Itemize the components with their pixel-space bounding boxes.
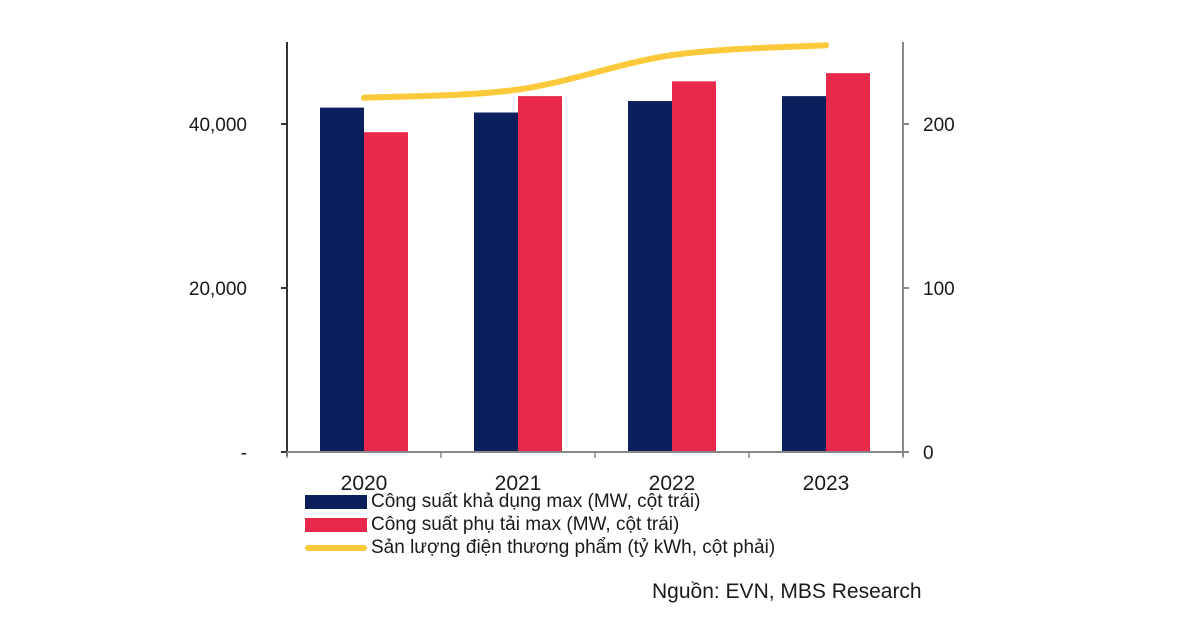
legend-swatch-navy	[305, 494, 367, 509]
bars-layer	[320, 73, 870, 453]
bar-available-capacity-2023	[782, 96, 826, 453]
right-tick-label: 200	[923, 115, 955, 136]
x-tick-label-2020: 2020	[341, 472, 388, 495]
legend-label: Công suất khả dụng max (MW, cột trái)	[371, 491, 701, 512]
right-tick-label: 0	[923, 443, 934, 464]
legend-swatch-yellow-line	[305, 544, 367, 551]
line-layer	[361, 42, 829, 101]
axes-layer: - 20,000 40,000 0 100 200 2020 2021 2022 2023	[189, 42, 955, 495]
left-tick-label: 40,000	[189, 115, 247, 136]
bar-available-capacity-2021	[474, 112, 518, 453]
right-tick-label: 100	[923, 279, 955, 300]
legend-label: Sản lượng điện thương phẩm (tỷ kWh, cột …	[371, 537, 776, 558]
x-tick-label-2022: 2022	[649, 472, 696, 495]
legend-item-commercial-output: Sản lượng điện thương phẩm (tỷ kWh, cột …	[305, 536, 775, 559]
bar-peak-load-2020	[364, 132, 408, 452]
line-commercial-output	[361, 42, 829, 101]
bar-peak-load-2023	[826, 73, 870, 452]
x-tick-label-2023: 2023	[803, 472, 850, 495]
left-tick-label: -	[241, 443, 247, 464]
source-note: Nguồn: EVN, MBS Research	[652, 580, 922, 603]
left-tick-label: 20,000	[189, 279, 247, 300]
legend-swatch-red	[305, 517, 367, 532]
legend: Công suất khả dụng max (MW, cột trái) Cô…	[305, 490, 775, 559]
bar-available-capacity-2020	[320, 107, 364, 452]
x-tick-label-2021: 2021	[495, 472, 542, 495]
bar-peak-load-2021	[518, 96, 562, 453]
legend-label: Công suất phụ tải max (MW, cột trái)	[371, 514, 680, 535]
bar-available-capacity-2022	[628, 101, 672, 452]
legend-item-available-capacity: Công suất khả dụng max (MW, cột trái)	[305, 490, 775, 513]
bar-peak-load-2022	[672, 81, 716, 453]
legend-item-peak-load: Công suất phụ tải max (MW, cột trái)	[305, 513, 775, 536]
